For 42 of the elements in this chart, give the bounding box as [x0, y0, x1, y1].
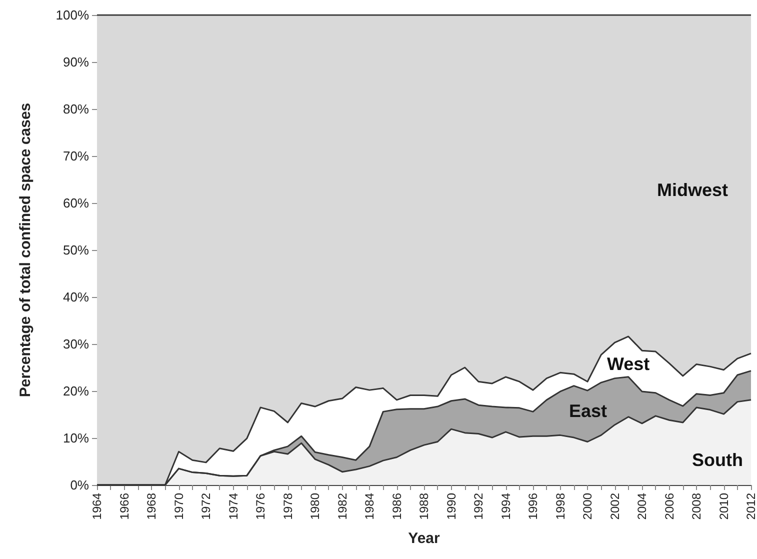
x-tick-label: 1992	[472, 492, 486, 520]
x-tick-label: 1998	[553, 492, 568, 520]
x-tick-label: 1994	[498, 492, 513, 520]
x-tick-label: 1996	[526, 492, 540, 520]
x-tick-label: 1968	[144, 492, 158, 520]
x-tick-label: 2010	[716, 492, 731, 520]
x-tick-label: 1972	[199, 492, 213, 520]
x-tick-label: 2002	[608, 492, 622, 520]
x-tick-label: 1970	[172, 492, 186, 520]
series-label: Midwest	[657, 180, 728, 200]
y-tick-label: 30%	[62, 336, 90, 352]
x-axis-title: Year	[408, 530, 440, 547]
x-tick-label: 1966	[117, 492, 132, 520]
x-tick-label: 1988	[417, 492, 431, 520]
x-tick-label: 1980	[308, 492, 322, 520]
y-tick-label: 0%	[70, 478, 90, 492]
x-tick-label: 1964	[90, 492, 104, 520]
x-tick-label: 2008	[690, 492, 704, 520]
x-tick-label: 1984	[362, 492, 376, 520]
series-label: West	[607, 354, 650, 374]
y-tick-label: 60%	[62, 196, 90, 210]
y-tick-label: 80%	[62, 102, 90, 116]
x-tick-label: 1974	[226, 492, 240, 520]
x-tick-label: 2012	[744, 492, 757, 520]
series-label: South	[692, 450, 743, 470]
y-tick-label: 20%	[62, 384, 90, 398]
x-tick-label: 2000	[580, 492, 594, 520]
y-tick-label: 70%	[62, 148, 90, 164]
y-tick-label: 50%	[62, 242, 90, 258]
x-tick-label: 1978	[280, 492, 295, 520]
y-axis-title: Percentage of total confined space cases	[17, 102, 34, 398]
x-tick-label: 2006	[662, 492, 676, 520]
series-label: East	[569, 401, 608, 421]
x-tick-label: 1976	[254, 492, 268, 520]
x-tick-label: 1990	[444, 492, 458, 520]
y-tick-label: 90%	[62, 54, 90, 70]
x-tick-label: 1982	[335, 492, 350, 520]
x-tick-label: 2004	[635, 492, 649, 520]
x-tick-label: 1986	[390, 492, 404, 520]
y-tick-label: 10%	[62, 430, 90, 446]
y-tick-label: 100%	[56, 8, 90, 22]
y-tick-label: 40%	[62, 290, 90, 304]
